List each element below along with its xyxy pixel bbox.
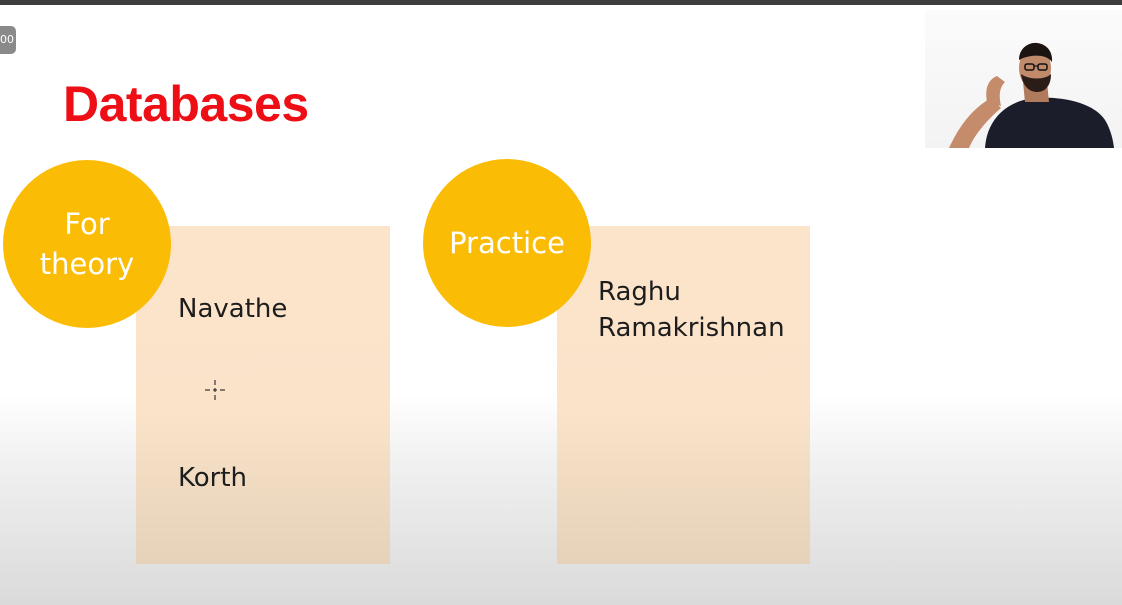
crosshair-cursor-icon	[205, 380, 225, 400]
book-author-navathe: Navathe	[178, 294, 288, 324]
practice-books-card	[557, 226, 810, 564]
presenter-avatar	[949, 42, 1114, 148]
book-author-korth: Korth	[178, 463, 248, 493]
presenter-webcam[interactable]	[925, 10, 1122, 148]
theory-books-card	[136, 226, 390, 564]
theory-label: For theory	[39, 207, 135, 281]
practice-label: Practice	[449, 226, 565, 260]
top-progress-bar	[0, 0, 1122, 5]
slide-title: Databases	[63, 76, 309, 132]
timer-badge: 00	[0, 26, 16, 54]
book-author-raghu-ramakrishnan: Raghu Ramakrishnan	[598, 277, 785, 343]
practice-label-circle: Practice	[423, 159, 591, 327]
theory-label-circle: For theory	[3, 160, 171, 328]
